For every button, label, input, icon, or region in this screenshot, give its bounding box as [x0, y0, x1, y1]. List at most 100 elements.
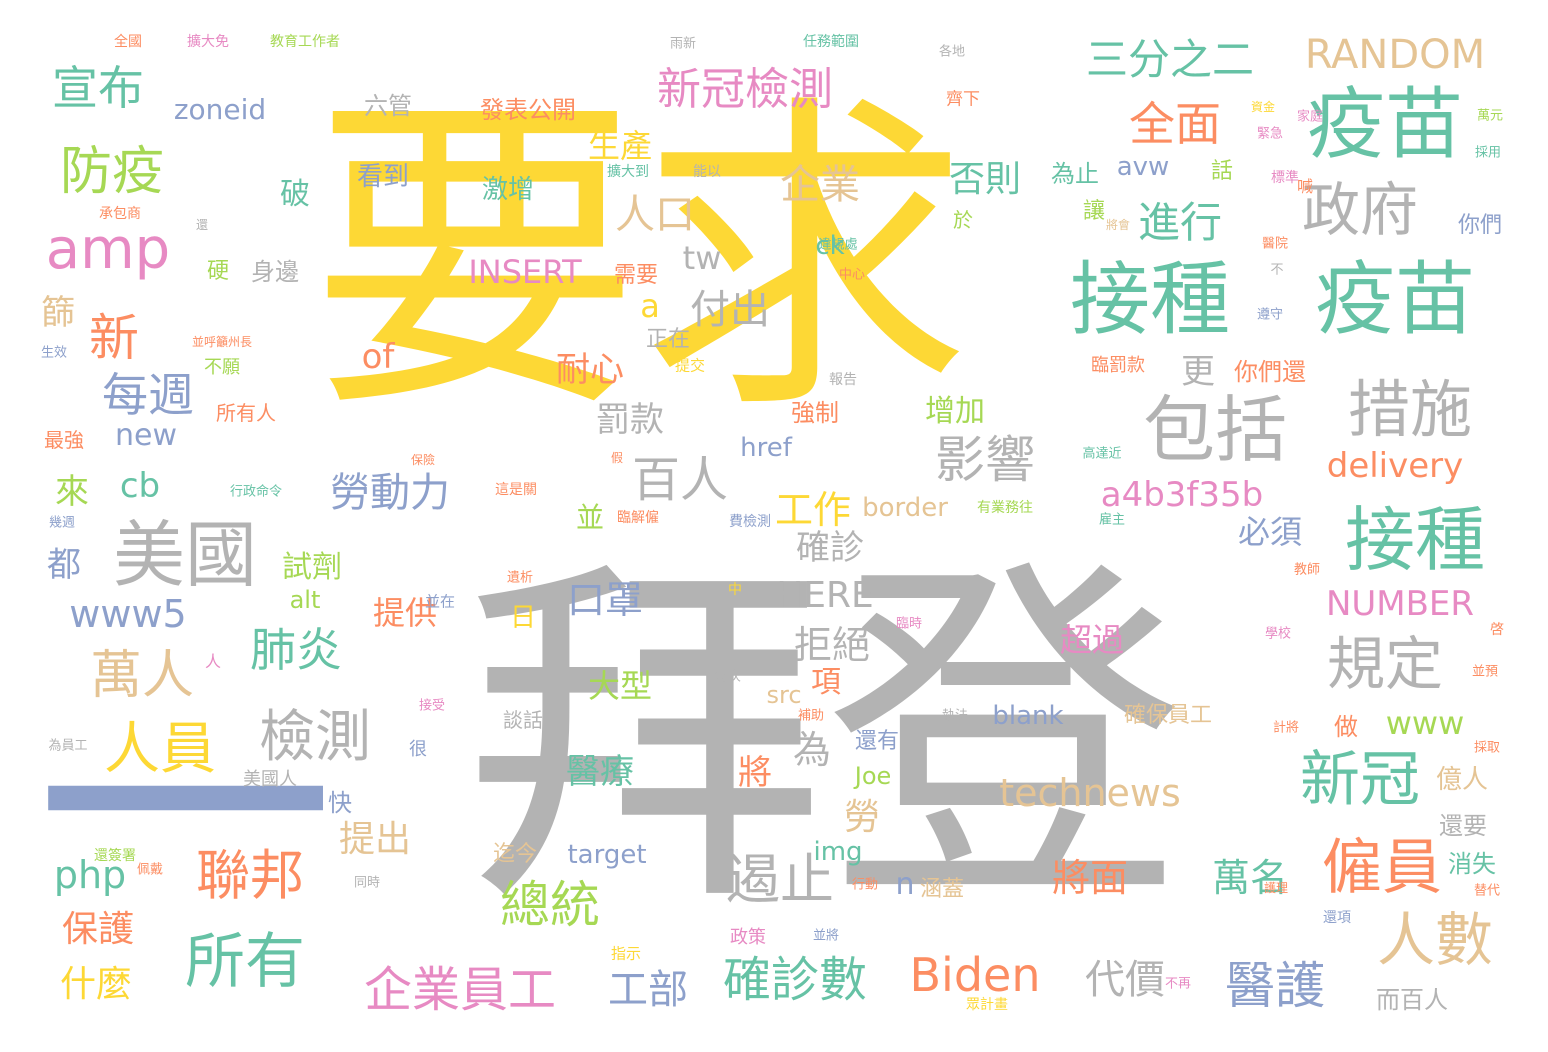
cloud-word: 工部 [608, 967, 688, 1013]
cloud-word: 還 [195, 218, 209, 232]
cloud-word: 口罩 [566, 578, 644, 622]
cloud-word: 宣布 [52, 61, 144, 115]
cloud-word: 有業務往 [977, 500, 1033, 516]
cloud-word: 迄今 [492, 842, 538, 867]
cloud-word: 為 [792, 728, 832, 772]
cloud-word: 一 [35, 637, 335, 986]
cloud-word: 日 [509, 603, 537, 633]
cloud-word: 發表公開 [480, 96, 576, 124]
cloud-word: 保險 [410, 453, 436, 467]
cloud-word: 為員工 [48, 738, 88, 754]
cloud-word: 全面 [1129, 97, 1221, 151]
cloud-word: 接種 [1345, 499, 1485, 581]
cloud-word: cb [119, 466, 161, 506]
cloud-word: 啓 [1490, 622, 1504, 638]
cloud-word: alt [289, 586, 321, 614]
cloud-word: 都 [47, 545, 81, 585]
cloud-word: 還項 [1323, 910, 1351, 926]
cloud-word: avw [1116, 152, 1170, 182]
cloud-word: 並在 [424, 592, 456, 611]
cloud-word: 不願 [204, 357, 240, 378]
cloud-word: 看到 [356, 162, 410, 192]
cloud-word: 確診 [796, 528, 864, 568]
cloud-word: 生效 [40, 345, 68, 361]
cloud-word: 學校 [1264, 626, 1292, 642]
cloud-word: 來 [55, 472, 89, 512]
cloud-word: 美國 [112, 513, 258, 597]
cloud-word: 很 [409, 739, 427, 760]
cloud-word: 並預 [1471, 664, 1499, 680]
cloud-word: 試劑 [282, 550, 342, 585]
cloud-word: 替代 [1473, 883, 1501, 899]
cloud-word: 勞 [843, 797, 881, 838]
cloud-word: 總統 [500, 876, 600, 934]
cloud-word: 措施 [1347, 373, 1473, 446]
cloud-word: 佩戴 [136, 862, 164, 878]
cloud-word: 新冠 [1300, 745, 1420, 815]
cloud-word: 確保員工 [1123, 703, 1213, 728]
cloud-word: 正在 [645, 327, 691, 352]
cloud-word: 勞動力 [330, 470, 450, 516]
cloud-word: 還有 [854, 729, 900, 754]
cloud-word: HERE [776, 575, 874, 616]
cloud-word: blank [992, 701, 1064, 731]
cloud-word: 萬元 [1476, 108, 1504, 124]
cloud-word: Joe [854, 762, 892, 790]
cloud-word: 付出 [690, 287, 770, 333]
cloud-word: 高達近 [1082, 446, 1122, 462]
cloud-word: amp [45, 217, 171, 282]
cloud-word: 罰款 [596, 400, 664, 440]
cloud-word: 將面 [1051, 856, 1129, 900]
cloud-word: 幾週 [48, 515, 76, 531]
cloud-word: 而百人 [1376, 986, 1448, 1014]
cloud-word: 規定 [1326, 630, 1444, 698]
cloud-word: a [640, 287, 660, 325]
cloud-word: 激增 [481, 175, 535, 205]
cloud-word: tw [682, 239, 722, 277]
cloud-word: 任務範圍 [803, 34, 859, 50]
cloud-word: 標準 [1271, 170, 1299, 186]
cloud-word: href [740, 433, 792, 463]
cloud-word: 檢測 [259, 705, 371, 770]
cloud-word: 肺炎 [250, 623, 342, 677]
cloud-word: 企業 [780, 162, 860, 208]
cloud-word: INSERT [468, 253, 582, 291]
cloud-word: 所有 [185, 927, 305, 997]
cloud-word: 影響 [935, 431, 1035, 489]
cloud-word: 進行 [1137, 198, 1223, 247]
cloud-word: 疫苗 [1315, 253, 1475, 346]
cloud-word: 否則 [948, 159, 1022, 200]
cloud-word: 擴大到 [607, 164, 649, 180]
cloud-word: 代價 [1085, 957, 1165, 1003]
cloud-word: 政府 [1301, 176, 1419, 244]
cloud-word: technews [999, 771, 1181, 815]
cloud-word: 費檢測 [729, 514, 771, 530]
cloud-word: 為止 [1051, 160, 1099, 188]
cloud-word: 大型 [587, 667, 653, 705]
cloud-word: 防疫 [59, 142, 165, 202]
cloud-word: 最強 [44, 428, 84, 452]
cloud-word: zoneid [173, 93, 267, 126]
cloud-word: 萬名 [1211, 856, 1289, 900]
cloud-word: 這是關 [495, 482, 537, 498]
cloud-word: 保護 [61, 909, 135, 950]
cloud-word: 消失 [1448, 850, 1496, 878]
cloud-word: 提供 [372, 594, 438, 632]
cloud-word: 確診數 [722, 952, 868, 1008]
cloud-word: ck [815, 231, 845, 261]
cloud-word: 接受 [418, 698, 446, 714]
cloud-word: 新 [89, 309, 139, 367]
cloud-word: 行政命令 [229, 484, 283, 500]
cloud-word: 全國 [114, 34, 142, 50]
cloud-word: 不 [1270, 262, 1284, 278]
cloud-word: 資金 [1250, 100, 1276, 114]
cloud-word: 臨罰款 [1091, 355, 1145, 376]
cloud-word: 超過 [1059, 621, 1125, 659]
cloud-word: new [114, 418, 178, 453]
cloud-word: 違規處 [818, 237, 858, 253]
cloud-word: 中心 [838, 267, 866, 283]
cloud-word: 並呼籲州長 [191, 335, 253, 349]
cloud-word: of [361, 337, 395, 377]
cloud-word: 各地 [938, 44, 966, 60]
cloud-word: 生產 [587, 127, 653, 165]
